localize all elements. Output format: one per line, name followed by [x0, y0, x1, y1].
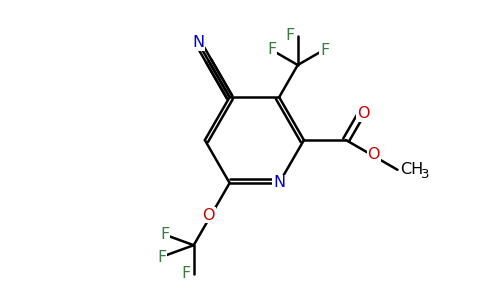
Text: F: F — [267, 42, 276, 57]
Text: N: N — [192, 35, 204, 50]
Text: O: O — [357, 106, 370, 121]
Text: F: F — [157, 250, 166, 265]
Text: F: F — [160, 227, 169, 242]
Text: CH: CH — [400, 162, 423, 177]
Text: N: N — [273, 176, 285, 190]
Text: O: O — [202, 208, 215, 223]
Text: F: F — [182, 266, 191, 281]
Text: O: O — [367, 148, 380, 163]
Text: F: F — [286, 28, 295, 43]
Text: F: F — [320, 43, 329, 58]
Text: 3: 3 — [421, 168, 429, 181]
